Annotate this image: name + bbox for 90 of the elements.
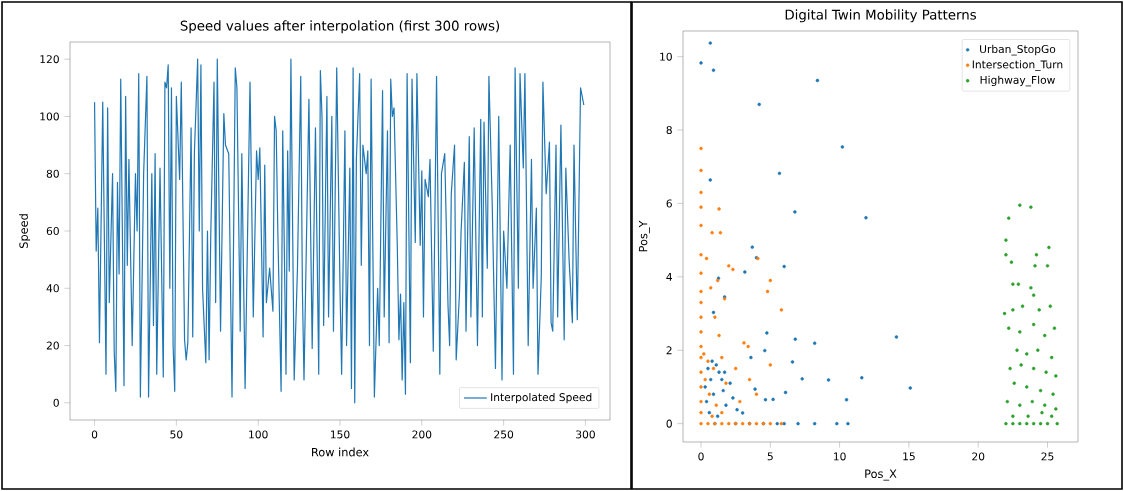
point [1054, 374, 1058, 378]
point [1049, 414, 1054, 419]
point [1011, 282, 1015, 286]
point [1031, 366, 1036, 371]
point [1049, 355, 1054, 360]
point [1024, 352, 1029, 356]
point [1016, 282, 1021, 286]
point [1055, 421, 1059, 426]
point [1006, 216, 1011, 220]
x-tick-label: 150 [331, 430, 350, 439]
point [1008, 366, 1012, 371]
point [1019, 363, 1023, 367]
point [1047, 245, 1051, 250]
y-tick-label: 80 [46, 169, 59, 178]
point [1048, 304, 1053, 308]
point [1018, 421, 1022, 426]
y-tick-label: 20 [46, 341, 59, 350]
y-tick-label: 60 [46, 226, 59, 236]
x-axis-title: Row index [312, 447, 369, 457]
y-tick-label: 8 [666, 126, 672, 135]
point [1029, 205, 1033, 209]
point [1024, 421, 1029, 426]
point [1045, 421, 1050, 426]
point [1024, 385, 1029, 389]
legend-label: Interpolated Speed [491, 392, 592, 404]
point [1029, 286, 1033, 290]
y-tick-label: 120 [40, 55, 59, 64]
x-tick-label: 25 [1041, 452, 1054, 461]
point [1054, 407, 1058, 411]
point [1036, 348, 1040, 352]
x-tick-label: 50 [170, 430, 183, 439]
y-tick-label: 2 [666, 346, 672, 355]
point [1034, 253, 1039, 257]
y-tick-label: 0 [53, 398, 59, 407]
point [1033, 264, 1037, 268]
x-tick-label: 300 [576, 430, 595, 439]
point [1038, 388, 1043, 393]
legend-label: Urban_StopGo [980, 44, 1056, 56]
point [1018, 403, 1022, 408]
x-tick-label: 250 [494, 430, 514, 439]
point [1043, 333, 1047, 338]
point [1052, 326, 1057, 330]
point [1011, 421, 1015, 426]
legend-label: Highway_Flow [980, 75, 1055, 87]
point [1006, 326, 1011, 330]
x-tick-label: 20 [972, 452, 985, 461]
point [1011, 308, 1015, 312]
point [1005, 399, 1010, 404]
x-tick-label: 0 [91, 430, 98, 439]
point [1038, 421, 1043, 426]
x-tick-label: 5 [767, 452, 773, 461]
y-axis-title: Pos_Y [638, 220, 650, 252]
x-axis-title: Pos_X [865, 469, 897, 481]
x-tick-label: 200 [412, 430, 432, 439]
y-tick-label: 6 [666, 199, 672, 208]
x-tick-label: 0 [698, 452, 704, 461]
point [1004, 253, 1008, 257]
point [1020, 304, 1025, 308]
point [1004, 238, 1008, 242]
point [1015, 348, 1019, 352]
y-tick-label: 40 [46, 284, 59, 293]
point [1011, 414, 1015, 419]
point [1040, 410, 1044, 415]
point [1018, 203, 1022, 208]
chart-title: Speed values after interpolation (first 300 rows) [180, 20, 500, 34]
y-tick-label: 4 [666, 272, 673, 281]
x-tick-label: 100 [249, 430, 268, 439]
point [1037, 308, 1041, 312]
point [1031, 421, 1036, 426]
y-axis-title: Speed [19, 214, 31, 248]
y-tick-label: 100 [40, 112, 59, 121]
point [1012, 381, 1016, 386]
point [1009, 260, 1014, 264]
point [1051, 392, 1055, 397]
point [1031, 322, 1036, 327]
point [1004, 421, 1008, 426]
point [1018, 330, 1022, 334]
legend-label: Intersection_Turn [972, 60, 1063, 71]
point [1043, 403, 1047, 408]
point [1026, 414, 1030, 419]
point [1002, 311, 1007, 316]
point [1045, 264, 1050, 268]
y-tick-label: 10 [660, 52, 672, 61]
chart-title: Digital Twin Mobility Patterns [785, 9, 976, 23]
x-tick-label: 10 [834, 452, 846, 461]
point [1030, 399, 1034, 404]
x-tick-label: 15 [903, 452, 915, 461]
point [1031, 293, 1036, 297]
point [1044, 370, 1048, 374]
y-tick-label: 0 [666, 419, 672, 428]
